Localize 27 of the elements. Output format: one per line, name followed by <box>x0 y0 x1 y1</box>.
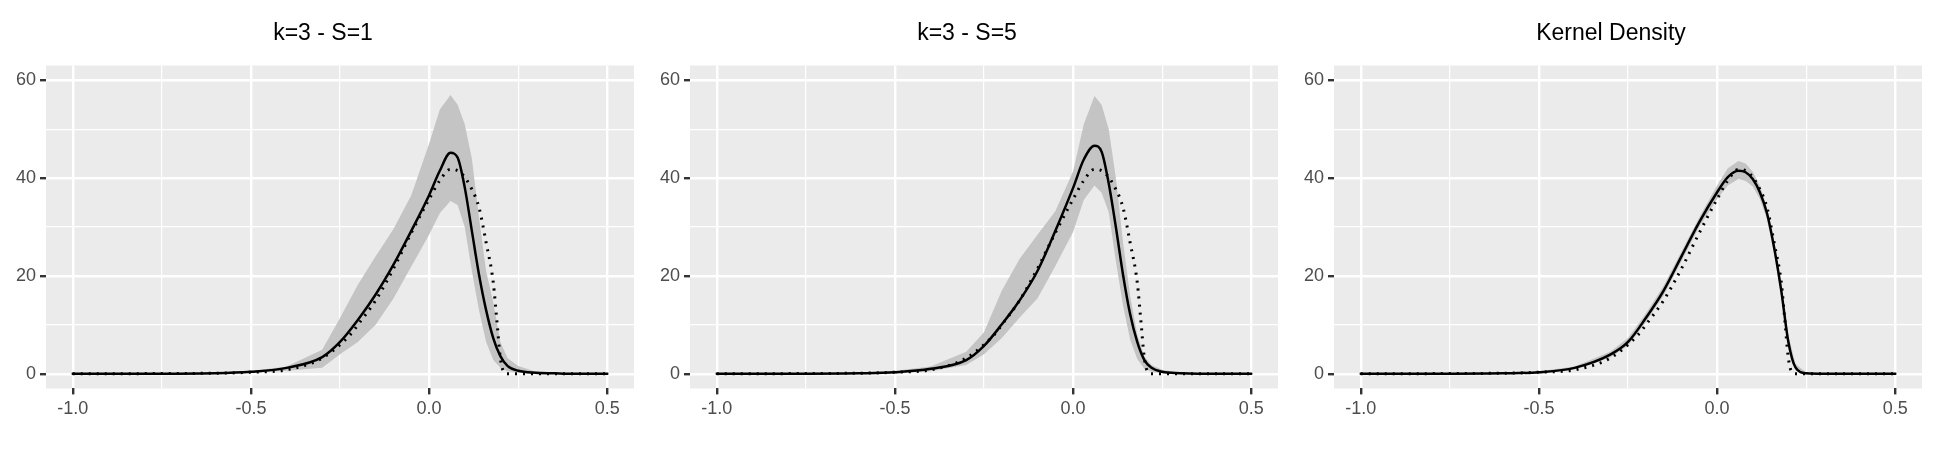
y-tick-label: 0 <box>670 362 681 383</box>
x-tick-label: -1.0 <box>57 398 89 419</box>
x-tick-label: 0.5 <box>594 398 620 419</box>
y-tick-label: 60 <box>659 69 681 90</box>
chart-title: Kernel Density <box>1536 19 1687 46</box>
x-tick-label: 0.5 <box>1238 398 1264 419</box>
y-tick-label: 20 <box>659 264 681 285</box>
x-tick-label: 0.0 <box>416 398 442 419</box>
x-tick-label: -1.0 <box>1345 398 1377 419</box>
y-tick-label: 40 <box>15 167 37 188</box>
y-tick-label: 0 <box>1314 362 1325 383</box>
y-tick-label: 20 <box>1303 264 1325 285</box>
y-tick-label: 60 <box>1303 69 1325 90</box>
y-tick-label: 0 <box>26 362 37 383</box>
chart-title: k=3 - S=1 <box>273 19 373 46</box>
y-tick-label: 60 <box>15 69 37 90</box>
x-tick-label: -0.5 <box>879 398 911 419</box>
x-tick-label: 0.0 <box>1060 398 1086 419</box>
x-tick-label: 0.0 <box>1704 398 1730 419</box>
x-tick-label: 0.5 <box>1882 398 1908 419</box>
x-tick-label: -0.5 <box>235 398 267 419</box>
chart-title: k=3 - S=5 <box>917 19 1017 46</box>
y-tick-label: 20 <box>15 264 37 285</box>
x-tick-label: -0.5 <box>1523 398 1555 419</box>
x-tick-label: -1.0 <box>701 398 733 419</box>
y-tick-label: 40 <box>1303 167 1325 188</box>
y-tick-label: 40 <box>659 167 681 188</box>
